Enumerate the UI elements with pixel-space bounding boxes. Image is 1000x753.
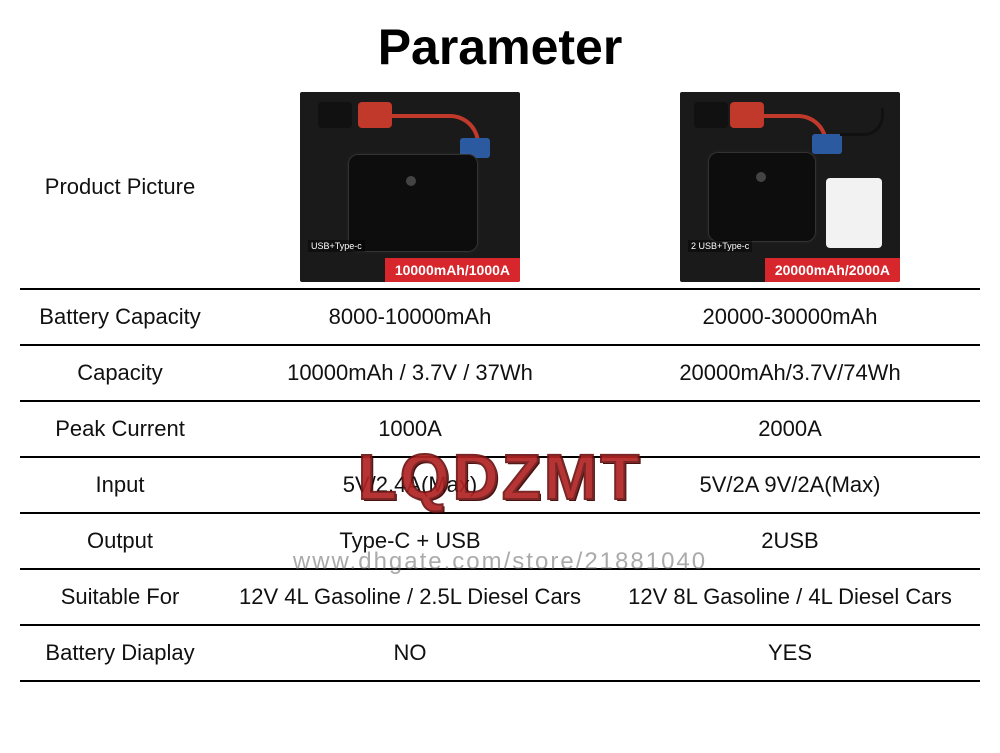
cell-value: 20000mAh/3.7V/74Wh — [600, 345, 980, 401]
product-tile: USB+Type-c 10000mAh/1000A — [300, 92, 520, 282]
table-row: Battery Diaplay NO YES — [20, 625, 980, 681]
connector-icon — [812, 134, 842, 154]
clamp-black-icon — [694, 102, 728, 128]
cell-value: NO — [220, 625, 600, 681]
port-label: 2 USB+Type-c — [688, 240, 752, 252]
cell-value: 5V/2A 9V/2A(Max) — [600, 457, 980, 513]
cell-value: YES — [600, 625, 980, 681]
product-picture-a: USB+Type-c 10000mAh/1000A — [220, 86, 600, 289]
ribbon-label: 10000mAh/1000A — [385, 258, 520, 282]
table-row: Output Type-C + USB 2USB — [20, 513, 980, 569]
row-label: Suitable For — [20, 569, 220, 625]
device-box-icon — [348, 154, 478, 252]
manual-card-icon — [826, 178, 882, 248]
clamp-black-icon — [318, 102, 352, 128]
cell-value: 12V 4L Gasoline / 2.5L Diesel Cars — [220, 569, 600, 625]
table-row: Peak Current 1000A 2000A — [20, 401, 980, 457]
row-label: Peak Current — [20, 401, 220, 457]
clamp-red-icon — [358, 102, 392, 128]
cell-value: 10000mAh / 3.7V / 37Wh — [220, 345, 600, 401]
port-label: USB+Type-c — [308, 240, 365, 252]
row-label: Capacity — [20, 345, 220, 401]
cell-value: 8000-10000mAh — [220, 289, 600, 345]
row-label: Product Picture — [20, 86, 220, 289]
product-picture-b: 2 USB+Type-c 20000mAh/2000A — [600, 86, 980, 289]
usb-cable-icon — [840, 108, 884, 136]
table-row: Suitable For 12V 4L Gasoline / 2.5L Dies… — [20, 569, 980, 625]
table-row: Input 5V/2.4A(Max) 5V/2A 9V/2A(Max) — [20, 457, 980, 513]
device-box-icon — [708, 152, 816, 242]
product-tile: 2 USB+Type-c 20000mAh/2000A — [680, 92, 900, 282]
cell-value: 1000A — [220, 401, 600, 457]
cell-value: 5V/2.4A(Max) — [220, 457, 600, 513]
cell-value: Type-C + USB — [220, 513, 600, 569]
cell-value: 2USB — [600, 513, 980, 569]
table-row: Capacity 10000mAh / 3.7V / 37Wh 20000mAh… — [20, 345, 980, 401]
row-label: Input — [20, 457, 220, 513]
cell-value: 20000-30000mAh — [600, 289, 980, 345]
cell-value: 2000A — [600, 401, 980, 457]
table-row: Product Picture USB+Type-c 10000mAh/1000… — [20, 86, 980, 289]
page-title: Parameter — [0, 0, 1000, 86]
ribbon-label: 20000mAh/2000A — [765, 258, 900, 282]
row-label: Output — [20, 513, 220, 569]
spec-table: Product Picture USB+Type-c 10000mAh/1000… — [20, 86, 980, 682]
cell-value: 12V 8L Gasoline / 4L Diesel Cars — [600, 569, 980, 625]
row-label: Battery Diaplay — [20, 625, 220, 681]
table-row: Battery Capacity 8000-10000mAh 20000-300… — [20, 289, 980, 345]
row-label: Battery Capacity — [20, 289, 220, 345]
